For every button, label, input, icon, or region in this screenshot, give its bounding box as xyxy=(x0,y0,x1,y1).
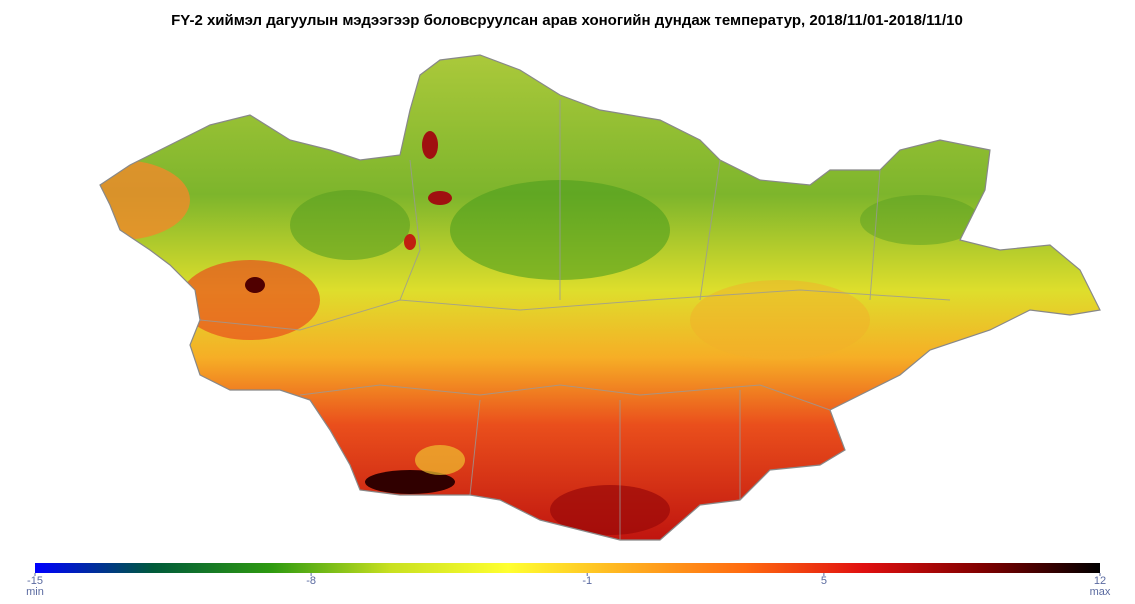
colorbar-tick-label: 5 xyxy=(821,575,827,587)
colorbar-tick-label: -15 xyxy=(27,575,43,587)
colorbar-tick-label: -8 xyxy=(306,575,316,587)
colorbar xyxy=(35,563,1100,573)
province-borders xyxy=(199,100,951,540)
map-title: FY-2 хиймэл дагуулын мэдээгээр боловсруу… xyxy=(171,12,963,29)
colorbar-tick-label: 12 xyxy=(1094,575,1106,587)
colorbar-tick-label: -1 xyxy=(582,575,592,587)
colorbar-min-label: min xyxy=(26,586,44,598)
colorbar-max-label: max xyxy=(1090,586,1111,598)
